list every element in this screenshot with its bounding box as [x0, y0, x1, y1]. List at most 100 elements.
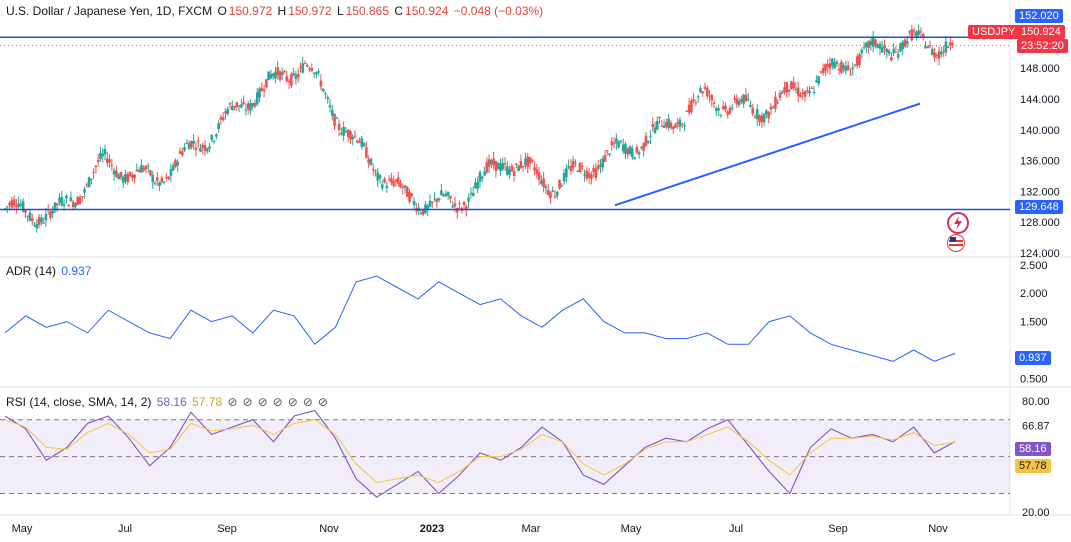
candle-body — [808, 90, 811, 94]
candle-body — [474, 182, 477, 189]
candle-body — [733, 98, 736, 100]
candle-body — [853, 64, 857, 66]
candle-body — [240, 104, 243, 108]
candle-body — [892, 48, 895, 54]
lightning-icon[interactable] — [947, 212, 969, 234]
candle-body — [780, 91, 784, 94]
candle-body — [926, 46, 930, 49]
candle-body — [115, 170, 118, 177]
candle-body — [305, 65, 309, 67]
candle-body — [87, 177, 91, 188]
candle-body — [944, 41, 948, 53]
low-value: 150.865 — [345, 4, 390, 18]
candle-body — [353, 135, 357, 137]
candle-body — [619, 140, 623, 143]
candle-body — [219, 116, 223, 120]
candle-body — [360, 138, 364, 148]
candle-body — [226, 109, 230, 115]
candle-body — [537, 172, 541, 180]
candle-body — [833, 62, 836, 69]
candle-body — [951, 43, 955, 46]
candle-body — [171, 165, 175, 171]
candle-body — [269, 74, 273, 79]
candle-body — [769, 106, 773, 110]
candle-body — [742, 94, 745, 104]
candle-body — [910, 29, 914, 41]
candle-body — [319, 80, 323, 87]
candle-body — [140, 165, 143, 173]
candle-body — [405, 186, 409, 197]
candle-body — [285, 76, 289, 81]
candle-body — [835, 61, 839, 64]
low-label: L — [336, 4, 344, 18]
candle-body — [178, 151, 182, 154]
candle-body — [458, 203, 461, 205]
candle-body — [651, 123, 655, 127]
candle-body — [330, 109, 334, 116]
candle-body — [851, 67, 855, 70]
candle-body — [274, 71, 277, 79]
candle-body — [774, 96, 777, 109]
candle-body — [753, 116, 757, 118]
candle-body — [628, 146, 632, 154]
us-flag-icon[interactable] — [947, 234, 965, 252]
candle-body — [846, 65, 850, 71]
candle-body — [508, 169, 511, 175]
candle-body — [349, 131, 352, 140]
symbol-title: U.S. Dollar / Japanese Yen, 1D, FXCM — [6, 4, 213, 18]
candle-body — [385, 186, 389, 188]
candle-body — [19, 204, 23, 206]
candle-body — [649, 136, 652, 138]
candle-body — [80, 196, 84, 198]
candle-body — [367, 159, 370, 164]
candle-body — [896, 53, 900, 58]
candle-body — [217, 122, 220, 130]
candle-body — [90, 178, 93, 181]
candle-body — [837, 68, 841, 71]
candle-body — [246, 103, 250, 110]
candle-body — [321, 88, 325, 92]
candle-body — [496, 163, 500, 170]
candle-body — [858, 54, 861, 65]
candle-body — [51, 210, 55, 214]
candle-body — [615, 138, 618, 144]
candle-body — [646, 141, 650, 144]
candle-body — [862, 46, 866, 48]
candle-body — [446, 191, 450, 196]
candle-body — [296, 73, 300, 78]
candle-body — [71, 201, 75, 208]
candle-body — [701, 91, 705, 94]
candle-body — [490, 160, 493, 165]
candle-body — [771, 107, 775, 109]
candle-body — [24, 210, 27, 213]
candle-body — [430, 201, 434, 203]
candle-body — [346, 129, 350, 137]
candle-body — [699, 88, 702, 93]
candle-body — [521, 165, 525, 167]
candle-body — [830, 58, 834, 66]
candle-body — [574, 162, 577, 164]
candle-body — [840, 61, 843, 73]
candle-body — [21, 201, 25, 212]
candle-body — [540, 180, 543, 184]
candle-body — [826, 64, 830, 67]
candle-body — [637, 152, 641, 155]
candle-body — [917, 30, 920, 35]
candle-body — [144, 166, 148, 170]
symbol-badge: USDJPY — [968, 25, 1020, 39]
close-value: 150.924 — [405, 4, 449, 18]
candle-body — [669, 122, 673, 128]
candle-body — [260, 88, 264, 91]
candle-body — [362, 143, 366, 147]
candle-body — [528, 156, 532, 164]
candle-body — [278, 71, 282, 80]
candle-body — [735, 98, 739, 105]
candle-body — [426, 205, 430, 209]
eye-off-icons[interactable]: ⊘⊘⊘⊘⊘⊘⊘ — [227, 395, 333, 409]
rsi-tick-label: 80.00 — [1022, 396, 1050, 408]
candle-body — [142, 167, 145, 171]
candle-body — [887, 50, 891, 54]
candle-body — [571, 160, 575, 169]
high-label: H — [277, 4, 287, 18]
